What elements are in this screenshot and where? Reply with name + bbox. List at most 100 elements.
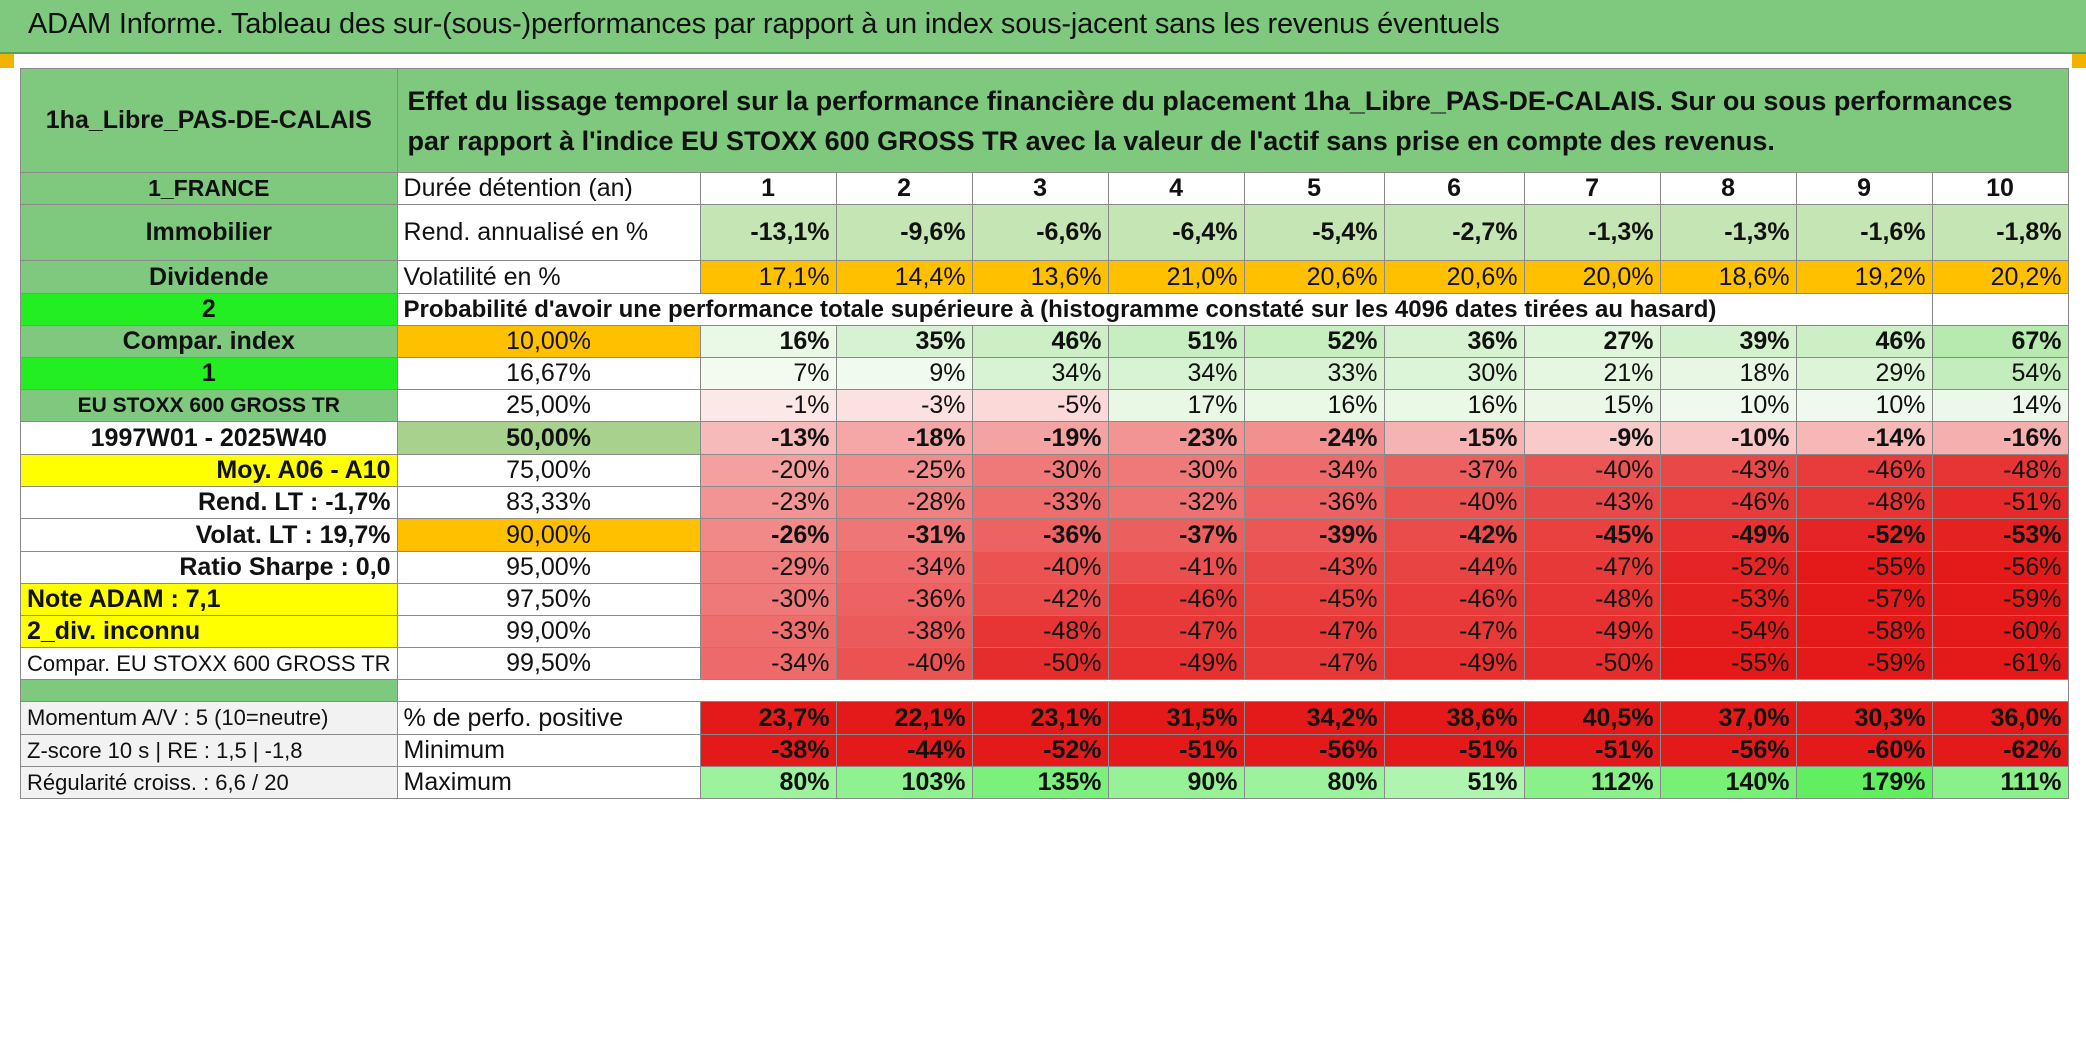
performance-table: 1ha_Libre_PAS-DE-CALAIS Effet du lissage … <box>20 68 2069 799</box>
percentile-value: -43% <box>1523 486 1661 519</box>
category-label: Immobilier <box>20 204 398 261</box>
percentile-label: 75,00% <box>396 454 701 487</box>
percentile-label: 90,00% <box>396 518 701 552</box>
percentile-row: 2_div. inconnu 99,00% -33% -38% -48% -47% -47%… <box>20 615 2069 648</box>
percentile-row: Moy. A06 - A10 75,00% -20% -25% -30% -30% -34%… <box>20 454 2069 487</box>
percentile-row: EU STOXX 600 GROSS TR 25,00% -1% -3% -5% 17% 1… <box>20 389 2069 422</box>
percentile-value: -24% <box>1243 421 1385 455</box>
percentile-row: Ratio Sharpe : 0,0 95,00% -29% -34% -40% -41%… <box>20 551 2069 584</box>
percentile-value: -36% <box>1243 486 1385 519</box>
percentile-value: -30% <box>699 583 837 616</box>
dividend-label: Dividende <box>20 260 398 294</box>
rend-row: Immobilier Rend. annualisé en % -13,1% -9,6… <box>20 204 2069 261</box>
positive-value: 23,1% <box>971 701 1109 735</box>
minimum-row: Z-score 10 s | RE : 1,5 | -1,8 Minimum -38… <box>20 734 2069 767</box>
percentile-value: -55% <box>1659 647 1797 680</box>
percentile-value: -16% <box>1931 421 2069 455</box>
percentile-value: -32% <box>1107 486 1245 519</box>
percentile-value: -36% <box>971 518 1109 552</box>
vol-value: 14,4% <box>835 260 973 294</box>
percentile-value: 39% <box>1659 325 1797 358</box>
minimum-value: -38% <box>699 734 837 767</box>
left-label-moy: Moy. A06 - A10 <box>20 454 398 487</box>
percentile-value: 21% <box>1523 357 1661 390</box>
percentile-value: 14% <box>1931 389 2069 422</box>
percentile-value: -55% <box>1795 551 1933 584</box>
vol-value: 17,1% <box>699 260 837 294</box>
percentile-value: -50% <box>971 647 1109 680</box>
percentile-value: -9% <box>1523 421 1661 455</box>
percentile-value: 52% <box>1243 325 1385 358</box>
vol-value: 19,2% <box>1795 260 1933 294</box>
percentile-value: -46% <box>1795 454 1933 487</box>
maximum-value: 103% <box>835 766 973 799</box>
year-header: 1 <box>699 172 837 205</box>
percentile-value: 27% <box>1523 325 1661 358</box>
percentile-value: -18% <box>835 421 973 455</box>
country-label: 1_FRANCE <box>20 172 398 205</box>
percentile-value: 10% <box>1795 389 1933 422</box>
percentile-value: 18% <box>1659 357 1797 390</box>
separator-cell <box>396 679 2069 702</box>
momentum-label: Momentum A/V : 5 (10=neutre) <box>20 701 398 735</box>
maximum-value: 51% <box>1383 766 1525 799</box>
positive-value: 37,0% <box>1659 701 1797 735</box>
minimum-value: -51% <box>1523 734 1661 767</box>
percentile-value: -3% <box>835 389 973 422</box>
percentile-value: 33% <box>1243 357 1385 390</box>
percentile-value: -29% <box>699 551 837 584</box>
positive-value: 36,0% <box>1931 701 2069 735</box>
percentile-value: -48% <box>971 615 1109 648</box>
percentile-row: Compar. index 10,00% 16% 35% 46% 51% 52% 36% 27%… <box>20 325 2069 358</box>
vol-value: 20,6% <box>1243 260 1385 294</box>
percentile-value: -47% <box>1107 615 1245 648</box>
percentile-value: 29% <box>1795 357 1933 390</box>
left-label-rend-lt: Rend. LT : -1,7% <box>20 486 398 519</box>
percentile-value: -30% <box>1107 454 1245 487</box>
percentile-value: -40% <box>1523 454 1661 487</box>
percentile-value: -45% <box>1243 583 1385 616</box>
percentile-value: -39% <box>1243 518 1385 552</box>
positive-value: 22,1% <box>835 701 973 735</box>
rend-value: -1,8% <box>1931 204 2069 261</box>
year-header: 3 <box>971 172 1109 205</box>
percentile-value: -48% <box>1523 583 1661 616</box>
maximum-label: Maximum <box>396 766 701 799</box>
maximum-value: 80% <box>699 766 837 799</box>
zscore-label: Z-score 10 s | RE : 1,5 | -1,8 <box>20 734 398 767</box>
left-label-input-1[interactable]: 1 <box>20 357 398 390</box>
percentile-label: 16,67% <box>396 357 701 390</box>
title-bar: ADAM Informe. Tableau des sur-(sous-)per… <box>0 0 2086 54</box>
percentile-value: -49% <box>1523 615 1661 648</box>
percentile-value: -56% <box>1931 551 2069 584</box>
left-label-compar-index: Compar. index <box>20 325 398 358</box>
minimum-value: -62% <box>1931 734 2069 767</box>
maximum-value: 179% <box>1795 766 1933 799</box>
percentile-value: -38% <box>835 615 973 648</box>
rend-value: -5,4% <box>1243 204 1385 261</box>
percentile-value: 7% <box>699 357 837 390</box>
percentile-value: -47% <box>1383 615 1525 648</box>
percentile-value: 16% <box>699 325 837 358</box>
percentile-value: -25% <box>835 454 973 487</box>
minimum-value: -44% <box>835 734 973 767</box>
vol-value: 21,0% <box>1107 260 1245 294</box>
percentile-value: -59% <box>1931 583 2069 616</box>
rend-label: Rend. annualisé en % <box>396 204 701 261</box>
percentile-value: -46% <box>1659 486 1797 519</box>
percentile-value: 9% <box>835 357 973 390</box>
percentile-value: -46% <box>1107 583 1245 616</box>
header-row: 1ha_Libre_PAS-DE-CALAIS Effet du lissage … <box>20 68 2069 173</box>
percentile-value: -5% <box>971 389 1109 422</box>
percentile-value: -19% <box>971 421 1109 455</box>
percentile-value: -49% <box>1383 647 1525 680</box>
maximum-value: 112% <box>1523 766 1661 799</box>
percentile-value: 34% <box>971 357 1109 390</box>
percentile-value: 51% <box>1107 325 1245 358</box>
percentile-value: -50% <box>1523 647 1661 680</box>
percentile-value: -54% <box>1659 615 1797 648</box>
percentile-value: -58% <box>1795 615 1933 648</box>
input-2[interactable]: 2 <box>20 293 398 326</box>
percentile-value: -43% <box>1659 454 1797 487</box>
percentile-value: -52% <box>1659 551 1797 584</box>
